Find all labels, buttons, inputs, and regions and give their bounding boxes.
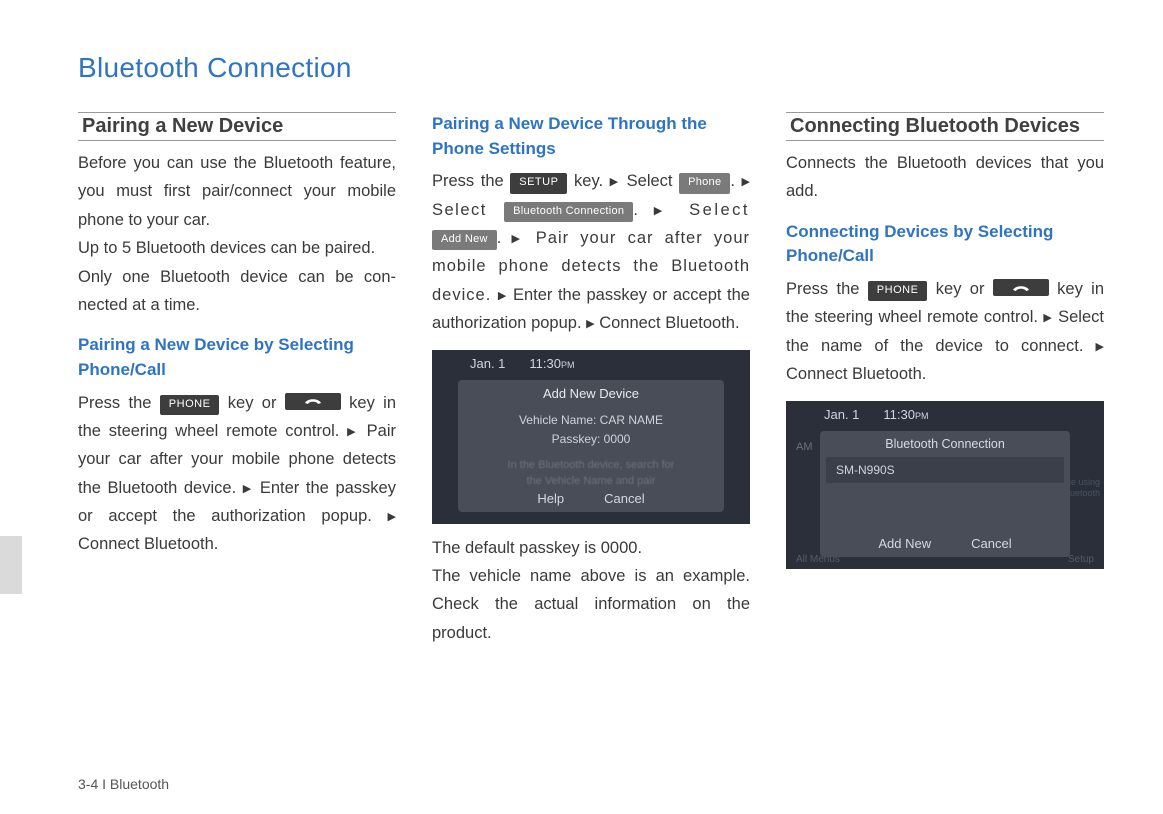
triangle-icon: ▶	[1096, 341, 1104, 353]
hint-text: In the Bluetooth device, search for the …	[458, 457, 724, 490]
page-title: Bluetooth Connection	[78, 52, 1138, 84]
subsection-heading: Pairing a New Device Through the Phone S…	[432, 112, 750, 161]
statusbar: Jan. 1 11:30PM	[432, 350, 750, 378]
statusbar: Jan. 1 11:30PM	[786, 401, 1104, 429]
paragraph: Connects the Bluetooth devices that you …	[786, 149, 1104, 206]
section-heading-pairing: Pairing a New Device	[78, 112, 396, 141]
triangle-icon: ▶	[610, 176, 620, 188]
cancel-button[interactable]: Cancel	[604, 491, 644, 506]
key-add-new: Add New	[432, 230, 497, 250]
paragraph: Press the PHONE key or key in the steeri…	[78, 389, 396, 559]
triangle-icon: ▶	[742, 176, 750, 188]
device-row[interactable]: SM-N990S	[826, 457, 1064, 483]
triangle-icon: ▶	[388, 511, 396, 523]
triangle-icon: ▶	[347, 426, 359, 438]
subsection-heading: Pairing a New Device by Selecting Phone/…	[78, 333, 396, 382]
key-phone: PHONE	[868, 281, 928, 301]
passkey-line: Passkey: 0000	[458, 430, 724, 449]
popup: Bluetooth Connection SM-N990S Add New Ca…	[820, 431, 1070, 557]
popup-buttons: Help Cancel	[458, 491, 724, 506]
screenshot-bluetooth-connection: Jan. 1 11:30PM AM device using Bluetooth…	[786, 401, 1104, 569]
column-2: Pairing a New Device Through the Phone S…	[432, 112, 750, 647]
key-call-icon	[993, 279, 1049, 296]
paragraph: Up to 5 Bluetooth devices can be paired.	[78, 234, 396, 262]
triangle-icon: ▶	[243, 483, 253, 495]
column-3: Connecting Bluetooth Devices Connects th…	[786, 112, 1104, 647]
subsection-heading: Connecting Devices by Selecting Phone/Ca…	[786, 220, 1104, 269]
page-content: Bluetooth Connection Pairing a New Devic…	[78, 52, 1138, 647]
paragraph: Press the PHONE key or key in the steeri…	[786, 275, 1104, 389]
section-heading-connecting: Connecting Bluetooth Devices	[786, 112, 1104, 141]
key-call-icon	[285, 393, 341, 410]
popup-buttons: Add New Cancel	[820, 536, 1070, 551]
column-1: Pairing a New Device Before you can use …	[78, 112, 396, 647]
triangle-icon: ▶	[1043, 312, 1052, 324]
paragraph: The vehicle name above is an example. Ch…	[432, 562, 750, 647]
paragraph: Press the SETUP key. ▶ Select Phone. ▶ S…	[432, 167, 750, 337]
columns: Pairing a New Device Before you can use …	[78, 112, 1138, 647]
cancel-button[interactable]: Cancel	[971, 536, 1011, 551]
add-new-button[interactable]: Add New	[878, 536, 931, 551]
screenshot-add-new-device: Jan. 1 11:30PM Add New Device Vehicle Na…	[432, 350, 750, 524]
triangle-icon: ▶	[654, 205, 674, 217]
key-bluetooth-connection: Bluetooth Connection	[504, 202, 633, 222]
triangle-icon: ▶	[512, 233, 526, 245]
paragraph: Before you can use the Bluetooth feature…	[78, 149, 396, 234]
key-phone-menu: Phone	[679, 173, 730, 193]
triangle-icon: ▶	[498, 290, 507, 302]
paragraph: Only one Bluetooth device can be con-nec…	[78, 263, 396, 320]
popup-title: Bluetooth Connection	[820, 431, 1070, 457]
help-button[interactable]: Help	[537, 491, 564, 506]
paragraph: The default passkey is 0000.	[432, 534, 750, 562]
key-setup: SETUP	[510, 173, 567, 193]
triangle-icon: ▶	[586, 318, 594, 330]
popup-title: Add New Device	[458, 386, 724, 401]
radio-band-label: AM	[796, 441, 813, 453]
vehicle-name-line: Vehicle Name: CAR NAME	[458, 411, 724, 430]
page-footer: 3-4 I Bluetooth	[78, 776, 169, 792]
page-side-tab	[0, 536, 22, 594]
popup: Add New Device Vehicle Name: CAR NAME Pa…	[458, 380, 724, 512]
key-phone: PHONE	[160, 395, 220, 415]
